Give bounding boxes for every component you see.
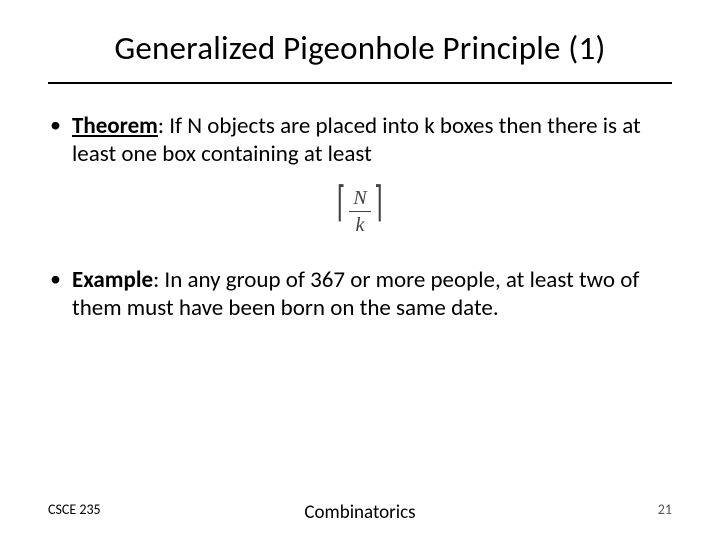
- slide-content: Theorem: If N objects are placed into k …: [48, 112, 672, 322]
- formula: ⌈ N k ⌉: [48, 184, 672, 240]
- footer-page-number: 21: [658, 501, 672, 518]
- slide-title: Generalized Pigeonhole Principle (1): [48, 28, 672, 84]
- bullet-example: Example: In any group of 367 or more peo…: [48, 266, 672, 322]
- fraction: N k: [349, 186, 370, 238]
- left-ceiling-icon: ⌈: [337, 182, 346, 224]
- footer-topic: Combinatorics: [304, 501, 415, 524]
- slide: Generalized Pigeonhole Principle (1) The…: [0, 0, 720, 540]
- theorem-label: Theorem: [72, 112, 158, 140]
- formula-denominator: k: [349, 212, 370, 237]
- formula-numerator: N: [349, 186, 370, 212]
- footer-course: CSCE 235: [48, 501, 101, 518]
- example-text: : In any group of 367 or more people, at…: [72, 266, 639, 322]
- theorem-text: : If N objects are placed into k boxes t…: [72, 112, 641, 168]
- example-label: Example: [72, 266, 153, 294]
- footer: CSCE 235 Combinatorics 21: [0, 501, 720, 518]
- right-ceiling-icon: ⌉: [374, 182, 383, 224]
- bullet-theorem: Theorem: If N objects are placed into k …: [48, 112, 672, 168]
